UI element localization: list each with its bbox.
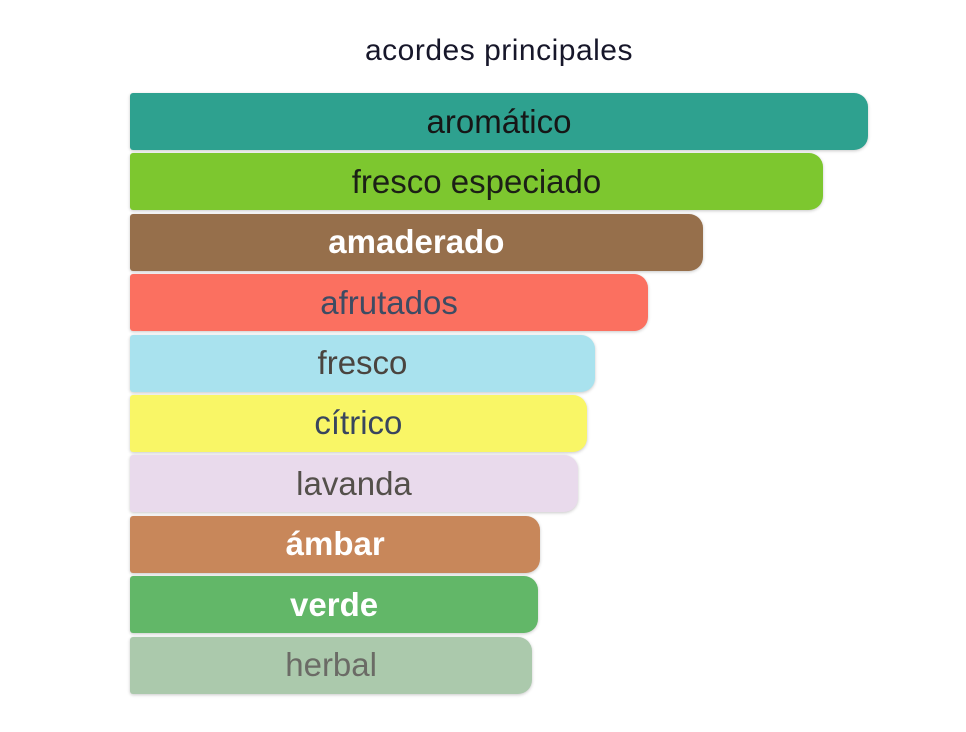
accord-bar-9: verde xyxy=(130,576,539,634)
accord-bar-2: fresco especiado xyxy=(130,153,823,211)
accord-bar-10: herbal xyxy=(130,636,533,694)
accord-bar-3: amaderado xyxy=(130,213,703,271)
accord-bar-5: fresco xyxy=(130,334,595,392)
accord-bar-4: afrutados xyxy=(130,274,649,332)
accord-bar-6: cítrico xyxy=(130,394,587,452)
accord-bar-7: lavanda xyxy=(130,455,578,513)
accord-bars: aromático fresco especiado amaderado afruta… xyxy=(130,93,868,697)
chart-title: acordes principales xyxy=(365,34,633,67)
accord-bar-8: ámbar xyxy=(130,515,541,573)
accord-bar-1: aromático xyxy=(130,93,868,150)
